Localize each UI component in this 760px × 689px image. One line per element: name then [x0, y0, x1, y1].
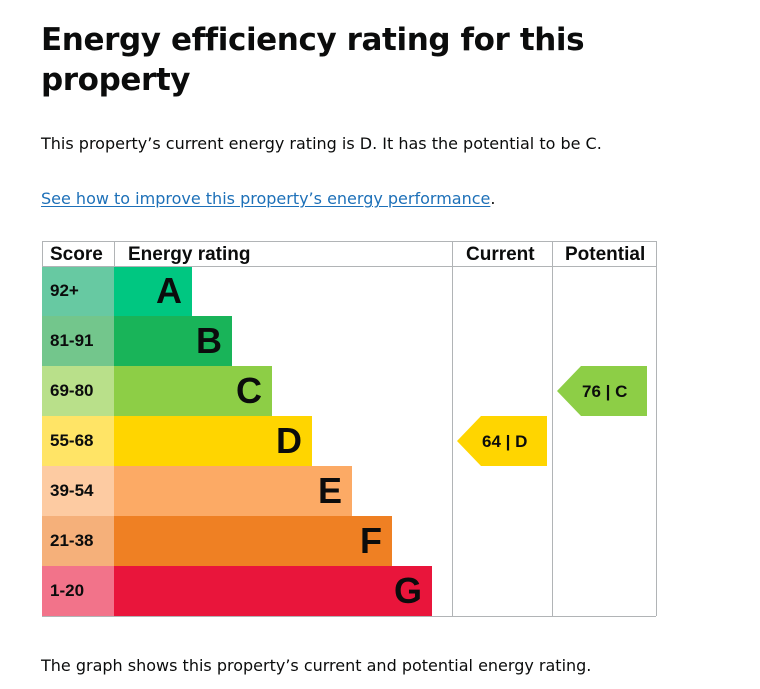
rating-bar-f [114, 516, 392, 566]
score-label-g: 1-20 [50, 581, 84, 600]
rating-bar-d [114, 416, 312, 466]
improve-link-line: See how to improve this property’s energ… [41, 187, 495, 211]
header-current: Current [466, 244, 535, 265]
score-cell-d [42, 416, 114, 466]
score-label-d: 55-68 [50, 431, 93, 450]
header-energy-rating: Energy rating [128, 244, 250, 265]
potential-rating-label: 76 | C [582, 382, 627, 401]
score-cell-c [42, 366, 114, 416]
rating-letter-e: E [318, 470, 342, 511]
score-label-b: 81-91 [50, 331, 93, 350]
rating-letter-f: F [360, 520, 382, 561]
potential-arrow [557, 366, 647, 416]
improve-link-suffix: . [490, 189, 496, 208]
header-potential: Potential [565, 244, 645, 265]
rating-summary: This property’s current energy rating is… [41, 134, 602, 153]
score-cell-f [42, 516, 114, 566]
page-title: Energy efficiency rating for this proper… [41, 22, 585, 98]
score-cell-g [42, 566, 114, 616]
rating-letter-a: A [156, 270, 182, 311]
current-rating-label: 64 | D [482, 432, 527, 451]
score-label-f: 21-38 [50, 531, 93, 550]
chart-footnote: The graph shows this property’s current … [41, 656, 592, 675]
rating-letter-d: D [276, 420, 302, 461]
rating-bar-b [114, 316, 232, 366]
score-cell-a [42, 266, 114, 316]
score-label-e: 39-54 [50, 481, 94, 500]
rating-bar-g [114, 566, 432, 616]
rating-letter-b: B [196, 320, 222, 361]
score-cell-e [42, 466, 114, 516]
score-cell-b [42, 316, 114, 366]
rating-letter-g: G [394, 570, 422, 611]
rating-letter-c: C [236, 370, 262, 411]
header-score: Score [50, 244, 103, 265]
rating-bar-a [114, 266, 192, 316]
score-label-c: 69-80 [50, 381, 93, 400]
rating-bar-e [114, 466, 352, 516]
score-label-a: 92+ [50, 281, 79, 300]
rating-bar-c [114, 366, 272, 416]
improve-performance-link[interactable]: See how to improve this property’s energ… [41, 189, 491, 208]
current-arrow [457, 416, 547, 466]
